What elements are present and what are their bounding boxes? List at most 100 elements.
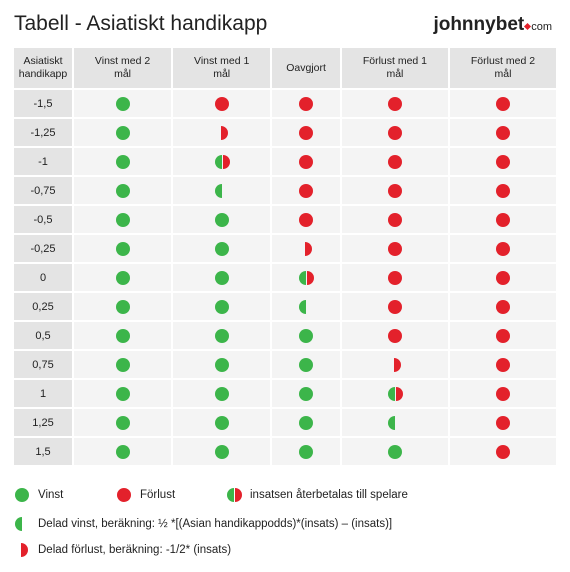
outcome-icon xyxy=(387,154,402,169)
row: 0,75 xyxy=(14,351,556,378)
outcome-icon xyxy=(214,444,229,459)
row: 1,25 xyxy=(14,409,556,436)
outcome-icon xyxy=(299,328,314,343)
outcome-cell xyxy=(74,148,172,175)
row-label: 0,75 xyxy=(14,351,72,378)
outcome-cell xyxy=(341,351,448,378)
title: Tabell - Asiatiskt handikapp xyxy=(14,12,268,35)
outcome-icon xyxy=(115,444,130,459)
outcome-cell xyxy=(449,148,556,175)
outcome-cell xyxy=(449,119,556,146)
outcome-cell xyxy=(74,177,172,204)
outcome-cell xyxy=(173,235,271,262)
outcome-cell xyxy=(272,177,340,204)
outcome-cell xyxy=(449,293,556,320)
outcome-icon xyxy=(115,183,130,198)
outcome-cell xyxy=(341,90,448,117)
row-label: 0 xyxy=(14,264,72,291)
outcome-icon xyxy=(495,212,510,227)
outcome-cell xyxy=(272,148,340,175)
outcome-icon xyxy=(220,125,228,140)
outcome-cell xyxy=(272,206,340,233)
row: 0,5 xyxy=(14,322,556,349)
row-label: -0,25 xyxy=(14,235,72,262)
outcome-cell xyxy=(74,293,172,320)
outcome-cell xyxy=(272,409,340,436)
legend-label: insatsen återbetalas till spelare xyxy=(250,489,408,501)
row: 1 xyxy=(14,380,556,407)
column-header: Vinst med 1 mål xyxy=(173,48,271,88)
outcome-icon xyxy=(115,328,130,343)
outcome-cell xyxy=(74,90,172,117)
outcome-cell xyxy=(74,322,172,349)
outcome-cell xyxy=(449,90,556,117)
outcome-icon xyxy=(299,183,314,198)
row-label: -0,5 xyxy=(14,206,72,233)
column-header: Vinst med 2 mål xyxy=(74,48,172,88)
outcome-cell xyxy=(272,322,340,349)
outcome-icon xyxy=(214,328,229,343)
legend-label: Förlust xyxy=(140,489,176,501)
legend-item: Delad vinst, beräkning: ½ *[(Asian handi… xyxy=(14,516,392,532)
outcome-icon xyxy=(495,386,510,401)
outcome-cell xyxy=(341,409,448,436)
outcome-icon xyxy=(214,415,229,430)
row: -1,5 xyxy=(14,90,556,117)
outcome-icon xyxy=(214,154,230,169)
outcome-icon xyxy=(214,299,229,314)
outcome-icon xyxy=(495,125,510,140)
outcome-icon xyxy=(115,154,130,169)
legend-item: Delad förlust, beräkning: -1/2* (insats) xyxy=(14,542,231,558)
outcome-cell xyxy=(272,264,340,291)
outcome-cell xyxy=(449,235,556,262)
outcome-icon xyxy=(387,212,402,227)
outcome-cell xyxy=(74,119,172,146)
logo: johnnybet com xyxy=(433,14,552,36)
row-label: 1,5 xyxy=(14,438,72,465)
column-header: Förlust med 2 mål xyxy=(449,48,556,88)
outcome-icon xyxy=(299,125,314,140)
outcome-icon xyxy=(299,386,314,401)
outcome-icon xyxy=(387,125,402,140)
outcome-cell xyxy=(173,438,271,465)
outcome-cell xyxy=(74,409,172,436)
outcome-icon xyxy=(115,299,130,314)
outcome-cell xyxy=(173,90,271,117)
outcome-icon xyxy=(387,299,402,314)
outcome-cell xyxy=(341,206,448,233)
outcome-cell xyxy=(341,380,448,407)
outcome-cell xyxy=(74,438,172,465)
outcome-icon xyxy=(299,357,314,372)
outcome-cell xyxy=(341,438,448,465)
legend-item: insatsen återbetalas till spelare xyxy=(226,487,408,503)
legend-label: Vinst xyxy=(38,489,64,501)
outcome-icon xyxy=(115,270,130,285)
outcome-icon xyxy=(495,241,510,256)
row-label: -0,75 xyxy=(14,177,72,204)
outcome-icon xyxy=(387,270,402,285)
outcome-cell xyxy=(173,119,271,146)
outcome-cell xyxy=(74,206,172,233)
outcome-cell xyxy=(173,351,271,378)
row-label: 1,25 xyxy=(14,409,72,436)
outcome-cell xyxy=(74,235,172,262)
outcome-icon xyxy=(299,444,314,459)
outcome-icon xyxy=(214,270,229,285)
outcome-icon xyxy=(387,183,402,198)
outcome-cell xyxy=(272,380,340,407)
row: -0,25 xyxy=(14,235,556,262)
outcome-cell xyxy=(74,380,172,407)
row: -1,25 xyxy=(14,119,556,146)
row-label: 0,5 xyxy=(14,322,72,349)
outcome-cell xyxy=(74,264,172,291)
outcome-cell xyxy=(173,293,271,320)
outcome-cell xyxy=(341,293,448,320)
outcome-cell xyxy=(173,409,271,436)
outcome-cell xyxy=(173,264,271,291)
outcome-icon xyxy=(387,386,403,401)
column-header: Oavgjort xyxy=(272,48,340,88)
outcome-icon xyxy=(495,415,510,430)
outcome-cell xyxy=(272,351,340,378)
outcome-icon xyxy=(495,96,510,111)
